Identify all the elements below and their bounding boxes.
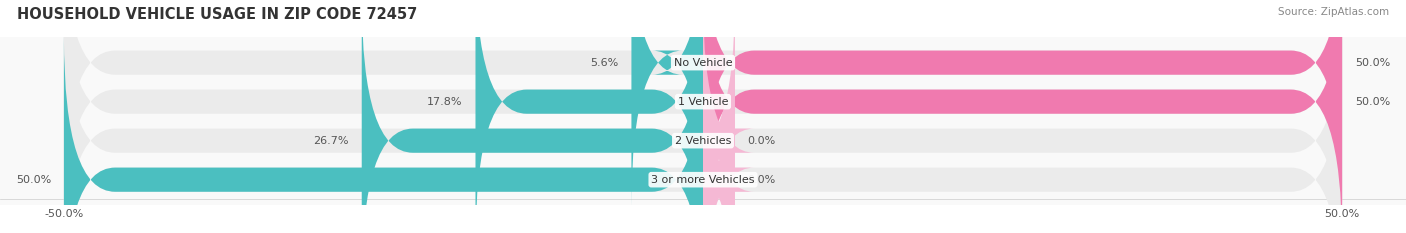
FancyBboxPatch shape: [683, 0, 754, 233]
FancyBboxPatch shape: [683, 36, 754, 233]
FancyBboxPatch shape: [361, 0, 703, 233]
Text: 50.0%: 50.0%: [1355, 97, 1391, 107]
FancyBboxPatch shape: [63, 36, 1343, 233]
Text: 50.0%: 50.0%: [15, 175, 51, 185]
Text: 26.7%: 26.7%: [314, 136, 349, 146]
Text: 1 Vehicle: 1 Vehicle: [678, 97, 728, 107]
Text: 2 Vehicles: 2 Vehicles: [675, 136, 731, 146]
Text: No Vehicle: No Vehicle: [673, 58, 733, 68]
Text: 17.8%: 17.8%: [427, 97, 463, 107]
Text: 0.0%: 0.0%: [748, 136, 776, 146]
FancyBboxPatch shape: [631, 0, 703, 207]
Text: 0.0%: 0.0%: [748, 175, 776, 185]
FancyBboxPatch shape: [63, 0, 1343, 233]
Text: 50.0%: 50.0%: [1355, 58, 1391, 68]
Text: Source: ZipAtlas.com: Source: ZipAtlas.com: [1278, 7, 1389, 17]
FancyBboxPatch shape: [703, 0, 1343, 207]
FancyBboxPatch shape: [475, 0, 703, 233]
FancyBboxPatch shape: [63, 36, 703, 233]
FancyBboxPatch shape: [63, 0, 1343, 233]
FancyBboxPatch shape: [703, 0, 1343, 233]
Text: 5.6%: 5.6%: [591, 58, 619, 68]
FancyBboxPatch shape: [63, 0, 1343, 207]
Text: 3 or more Vehicles: 3 or more Vehicles: [651, 175, 755, 185]
Text: HOUSEHOLD VEHICLE USAGE IN ZIP CODE 72457: HOUSEHOLD VEHICLE USAGE IN ZIP CODE 7245…: [17, 7, 418, 22]
